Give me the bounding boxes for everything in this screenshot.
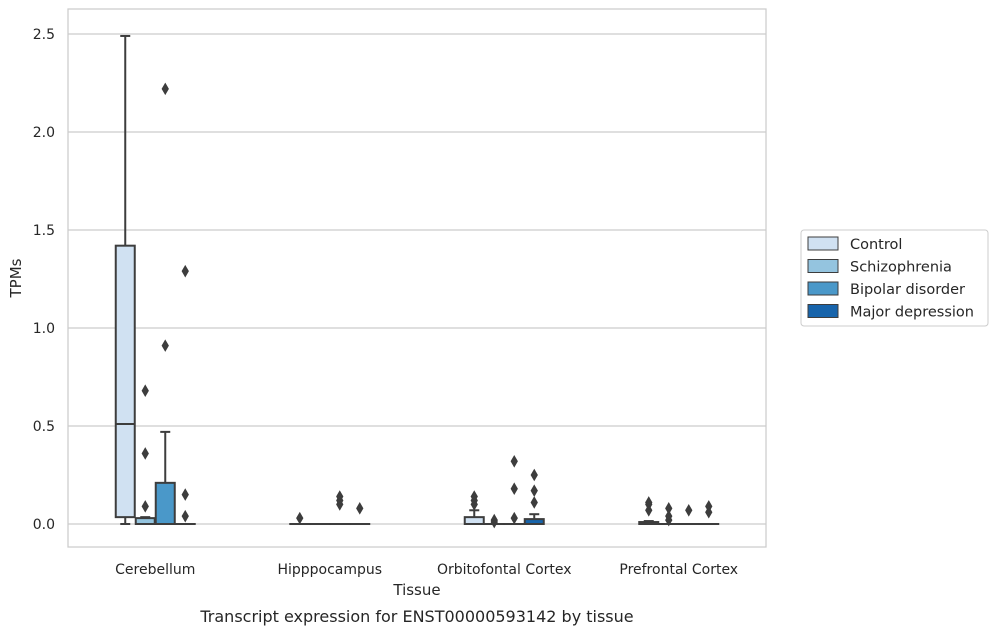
outlier-point [141,500,149,513]
legend-label: Bipolar disorder [850,282,965,298]
box [523,468,545,525]
outlier-point [510,454,518,468]
outlier-point [530,468,538,482]
box [483,513,505,529]
legend-swatch [807,281,839,296]
outlier-point [141,447,149,460]
outlier-point [296,511,304,525]
outlier-point [356,502,364,515]
y-tick-label: 1.5 [33,223,55,239]
outlier-point [530,496,538,509]
box [114,34,136,525]
outlier-point [510,511,518,525]
legend-frame [800,229,989,327]
box [698,500,720,526]
box [658,502,680,527]
box [463,490,485,526]
outlier-point [181,264,189,278]
chart-caption: Transcript expression for ENST0000059314… [199,607,633,626]
x-tick-label: Orbitofontal Cortex [437,562,572,578]
y-tick-label: 2.0 [33,125,55,141]
outlier-point [490,513,498,527]
outlier-point [161,339,169,352]
outlier-point [705,500,713,513]
outlier-point [665,502,673,515]
outlier-point [470,490,478,503]
legend-label: Control [850,237,902,253]
box [678,503,700,526]
outlier-point [530,484,538,497]
box [154,82,176,525]
legend-swatch [807,259,839,273]
legend-label: Major depression [850,305,974,321]
box-body [463,516,485,526]
outlier-point [645,496,653,509]
x-axis-label: Tissue [392,581,440,599]
outlier-point [665,509,673,523]
y-tick-label: 1.0 [33,321,55,337]
box-body [154,481,176,525]
y-tick-label: 0.0 [33,517,55,533]
box [638,496,660,525]
box [329,490,351,526]
legend-swatch [807,236,839,251]
x-tick-label: Hipppocampus [277,562,382,578]
x-tick-label: Cerebellum [115,562,195,578]
outlier-point [685,503,693,517]
x-tick-label: Prefrontal Cortex [619,562,738,578]
outlier-point [181,488,189,501]
outlier-point [141,384,149,398]
box [289,511,311,526]
box [503,454,525,526]
legend-swatch [807,304,839,318]
x-tick-labels: Cerebellum Hipppocampus Orbitofontal Corte… [115,562,738,578]
plot-frame [67,8,767,548]
box [134,384,156,525]
box [174,264,196,526]
outlier-point [336,490,344,503]
outlier-point [181,509,189,523]
legend: Control Schizophrenia Bipolar disorder Majo… [800,229,989,327]
gridlines [68,33,766,525]
y-axis-label: TPMs [7,258,25,298]
box-body [114,244,136,519]
y-tick-labels: 0.0 0.5 1.0 1.5 2.0 2.5 [33,27,55,533]
legend-label: Schizophrenia [850,260,952,276]
outlier-point [161,82,169,96]
box [349,502,371,526]
box-plot-series [114,34,720,529]
y-tick-label: 2.5 [33,27,55,43]
y-tick-label: 0.5 [33,419,55,435]
outlier-point [510,482,518,496]
